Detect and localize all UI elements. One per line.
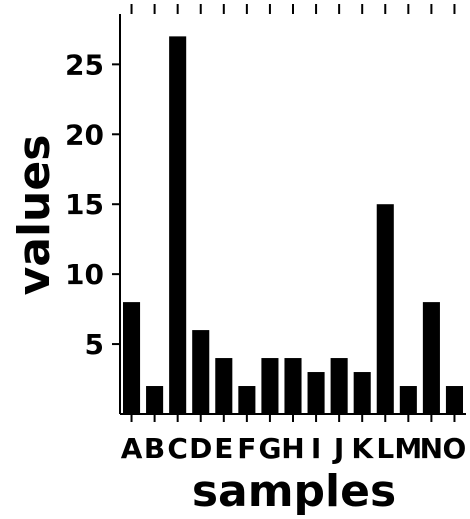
x-tick-label-C: C [167,432,188,465]
bar-L [376,204,394,414]
bar-F [238,386,256,414]
x-tick-label-I: I [311,432,321,465]
y-tick-label: 25 [65,48,104,81]
x-tick-label-M: M [394,432,422,465]
bars-group [122,36,464,414]
y-tick-label: 10 [65,258,104,291]
x-tick-label-N: N [420,432,443,465]
x-tick-label-O: O [443,432,467,465]
x-tick-label-B: B [144,432,165,465]
x-tick-label-A: A [121,432,143,465]
y-axis-title: values [9,135,60,296]
x-tick-label-K: K [351,432,374,465]
bar-C [169,36,187,414]
x-tick-label-E: E [214,432,233,465]
y-tick-label: 5 [85,328,104,361]
bar-N [422,302,440,414]
bar-J [330,358,348,414]
bar-H [284,358,302,414]
x-tick-label-G: G [258,432,281,465]
bar-B [146,386,164,414]
x-tick-label-H: H [281,432,304,465]
bar-G [261,358,279,414]
bar-K [353,372,371,414]
bar-O [445,386,464,414]
x-axis-title: samples [192,466,396,517]
y-tick-label: 20 [65,118,104,151]
x-tick-label-F: F [237,432,256,465]
bar-D [192,330,210,414]
bar-I [307,372,325,414]
ticks-group: 5 10 15 20 25 A B C D E F G H I J K L MN O [65,4,466,465]
y-tick-label: 15 [65,188,104,221]
x-tick-label-L: L [376,432,394,465]
x-tick-label-J: J [332,432,344,465]
bar-M [399,386,417,414]
bar-E [215,358,233,414]
x-tick-label-D: D [189,432,212,465]
bar-A [122,302,141,414]
